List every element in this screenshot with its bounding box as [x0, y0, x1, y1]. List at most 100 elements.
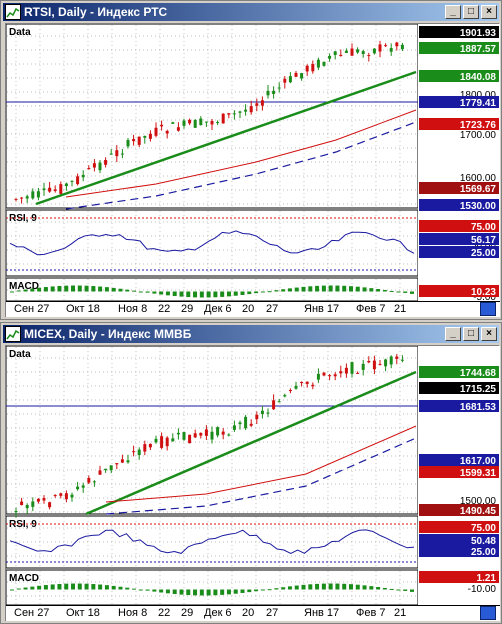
- candle: [372, 48, 376, 54]
- candle: [210, 431, 214, 440]
- moving-average-red: [105, 425, 417, 503]
- candle: [132, 451, 136, 453]
- candle: [266, 90, 270, 96]
- macd-bar: [267, 589, 272, 591]
- candle: [104, 160, 108, 165]
- trend-line[interactable]: [35, 70, 417, 206]
- candle: [300, 381, 304, 384]
- macd-bar: [247, 589, 252, 593]
- candle: [81, 174, 85, 178]
- price-tag-text: 1530.00: [460, 201, 497, 212]
- axis-settings-button[interactable]: [480, 302, 496, 316]
- minimize-button[interactable]: _: [445, 5, 461, 19]
- rsi-tag: [419, 521, 499, 533]
- axis-tick-label: 1500.00: [460, 496, 497, 507]
- macd-bar: [376, 587, 381, 590]
- macd-bar: [138, 291, 143, 293]
- candle: [238, 422, 242, 425]
- macd-bar: [315, 285, 320, 292]
- macd-bar: [260, 589, 265, 591]
- candle: [232, 113, 236, 115]
- time-axis-label: Янв 17: [304, 303, 340, 315]
- macd-bar: [30, 586, 35, 590]
- time-axis-label: 20: [242, 303, 255, 315]
- macd-bar: [111, 585, 116, 590]
- maximize-button[interactable]: □: [463, 327, 479, 341]
- macd-panel-label: MACD: [9, 281, 39, 292]
- macd-bar: [165, 589, 170, 594]
- rsi-tag-text: 25.00: [471, 248, 496, 259]
- macd-bar: [118, 288, 123, 292]
- candle: [171, 438, 175, 442]
- macd-bar: [281, 587, 286, 590]
- rsi-tag-text: 75.00: [471, 523, 496, 534]
- time-axis-label: Окт 18: [66, 303, 100, 315]
- macd-bar: [10, 291, 14, 293]
- time-axis-label: 20: [242, 607, 255, 619]
- macd-bar: [159, 589, 164, 593]
- minimize-button[interactable]: _: [445, 327, 461, 341]
- candle: [255, 414, 259, 420]
- price-tag: [419, 382, 499, 394]
- macd-bar: [186, 291, 191, 298]
- close-button[interactable]: ×: [481, 327, 497, 341]
- macd-bar: [281, 289, 286, 292]
- chart-window-micex[interactable]: MICEX, Daily - Индекс ММВБ _ □ × Data RSI…: [0, 322, 502, 624]
- chart-window-rtsi[interactable]: RTSI, Daily - Индекс РТС _ □ × Data RSI, …: [0, 0, 502, 320]
- candle: [378, 44, 382, 52]
- title-bar[interactable]: MICEX, Daily - Индекс ММВБ _ □ ×: [3, 325, 499, 343]
- axis-settings-button[interactable]: [480, 606, 496, 620]
- macd-bar: [410, 589, 414, 592]
- time-axis: Сен 27 Окт 18 Ноя 8 22 29 Дек 6 20 27 Янв 17 Фев …: [6, 605, 500, 621]
- candle: [339, 371, 343, 374]
- price-tag: [419, 454, 499, 466]
- macd-bar: [186, 589, 191, 596]
- price-tag: [419, 400, 499, 412]
- candle: [182, 432, 186, 440]
- candle: [199, 118, 203, 126]
- chart-area[interactable]: Data RSI, 9 MACD 1800.00 1700.00 1600.00 1901.…: [5, 23, 500, 317]
- main-price-panel[interactable]: [5, 23, 419, 209]
- candle: [350, 362, 354, 374]
- candle: [316, 373, 320, 380]
- maximize-button[interactable]: □: [463, 5, 479, 19]
- candle: [120, 459, 124, 463]
- candle: [238, 111, 242, 113]
- price-tag: [419, 366, 499, 378]
- candle: [154, 127, 158, 136]
- macd-bar: [403, 291, 408, 293]
- macd-bar: [335, 583, 340, 590]
- candle: [76, 176, 80, 185]
- candle: [14, 198, 18, 200]
- macd-bar: [335, 285, 340, 292]
- candle: [255, 103, 259, 106]
- candle: [188, 119, 192, 124]
- moving-average-blue: [105, 437, 417, 515]
- macd-bar: [233, 291, 238, 296]
- candle: [70, 180, 74, 182]
- time-axis-label: Янв 17: [304, 607, 340, 619]
- price-tag-text: 1599.31: [460, 468, 497, 479]
- time-axis-label: 22: [158, 303, 171, 315]
- price-tag: [419, 199, 499, 211]
- candle: [87, 478, 91, 483]
- candle: [109, 153, 113, 155]
- title-bar[interactable]: RTSI, Daily - Индекс РТС _ □ ×: [3, 3, 499, 21]
- candle: [249, 423, 253, 426]
- rsi-tag: [419, 220, 499, 232]
- macd-bar: [274, 290, 279, 292]
- candle: [389, 356, 393, 365]
- close-button[interactable]: ×: [481, 5, 497, 19]
- candle: [384, 359, 388, 367]
- candle: [244, 109, 248, 112]
- candle: [31, 191, 35, 199]
- macd-bar: [274, 588, 279, 590]
- rsi-panel[interactable]: [5, 209, 419, 277]
- macd-bar: [287, 586, 292, 590]
- macd-bar: [199, 589, 204, 596]
- candle: [126, 139, 130, 147]
- trend-line[interactable]: [85, 370, 417, 516]
